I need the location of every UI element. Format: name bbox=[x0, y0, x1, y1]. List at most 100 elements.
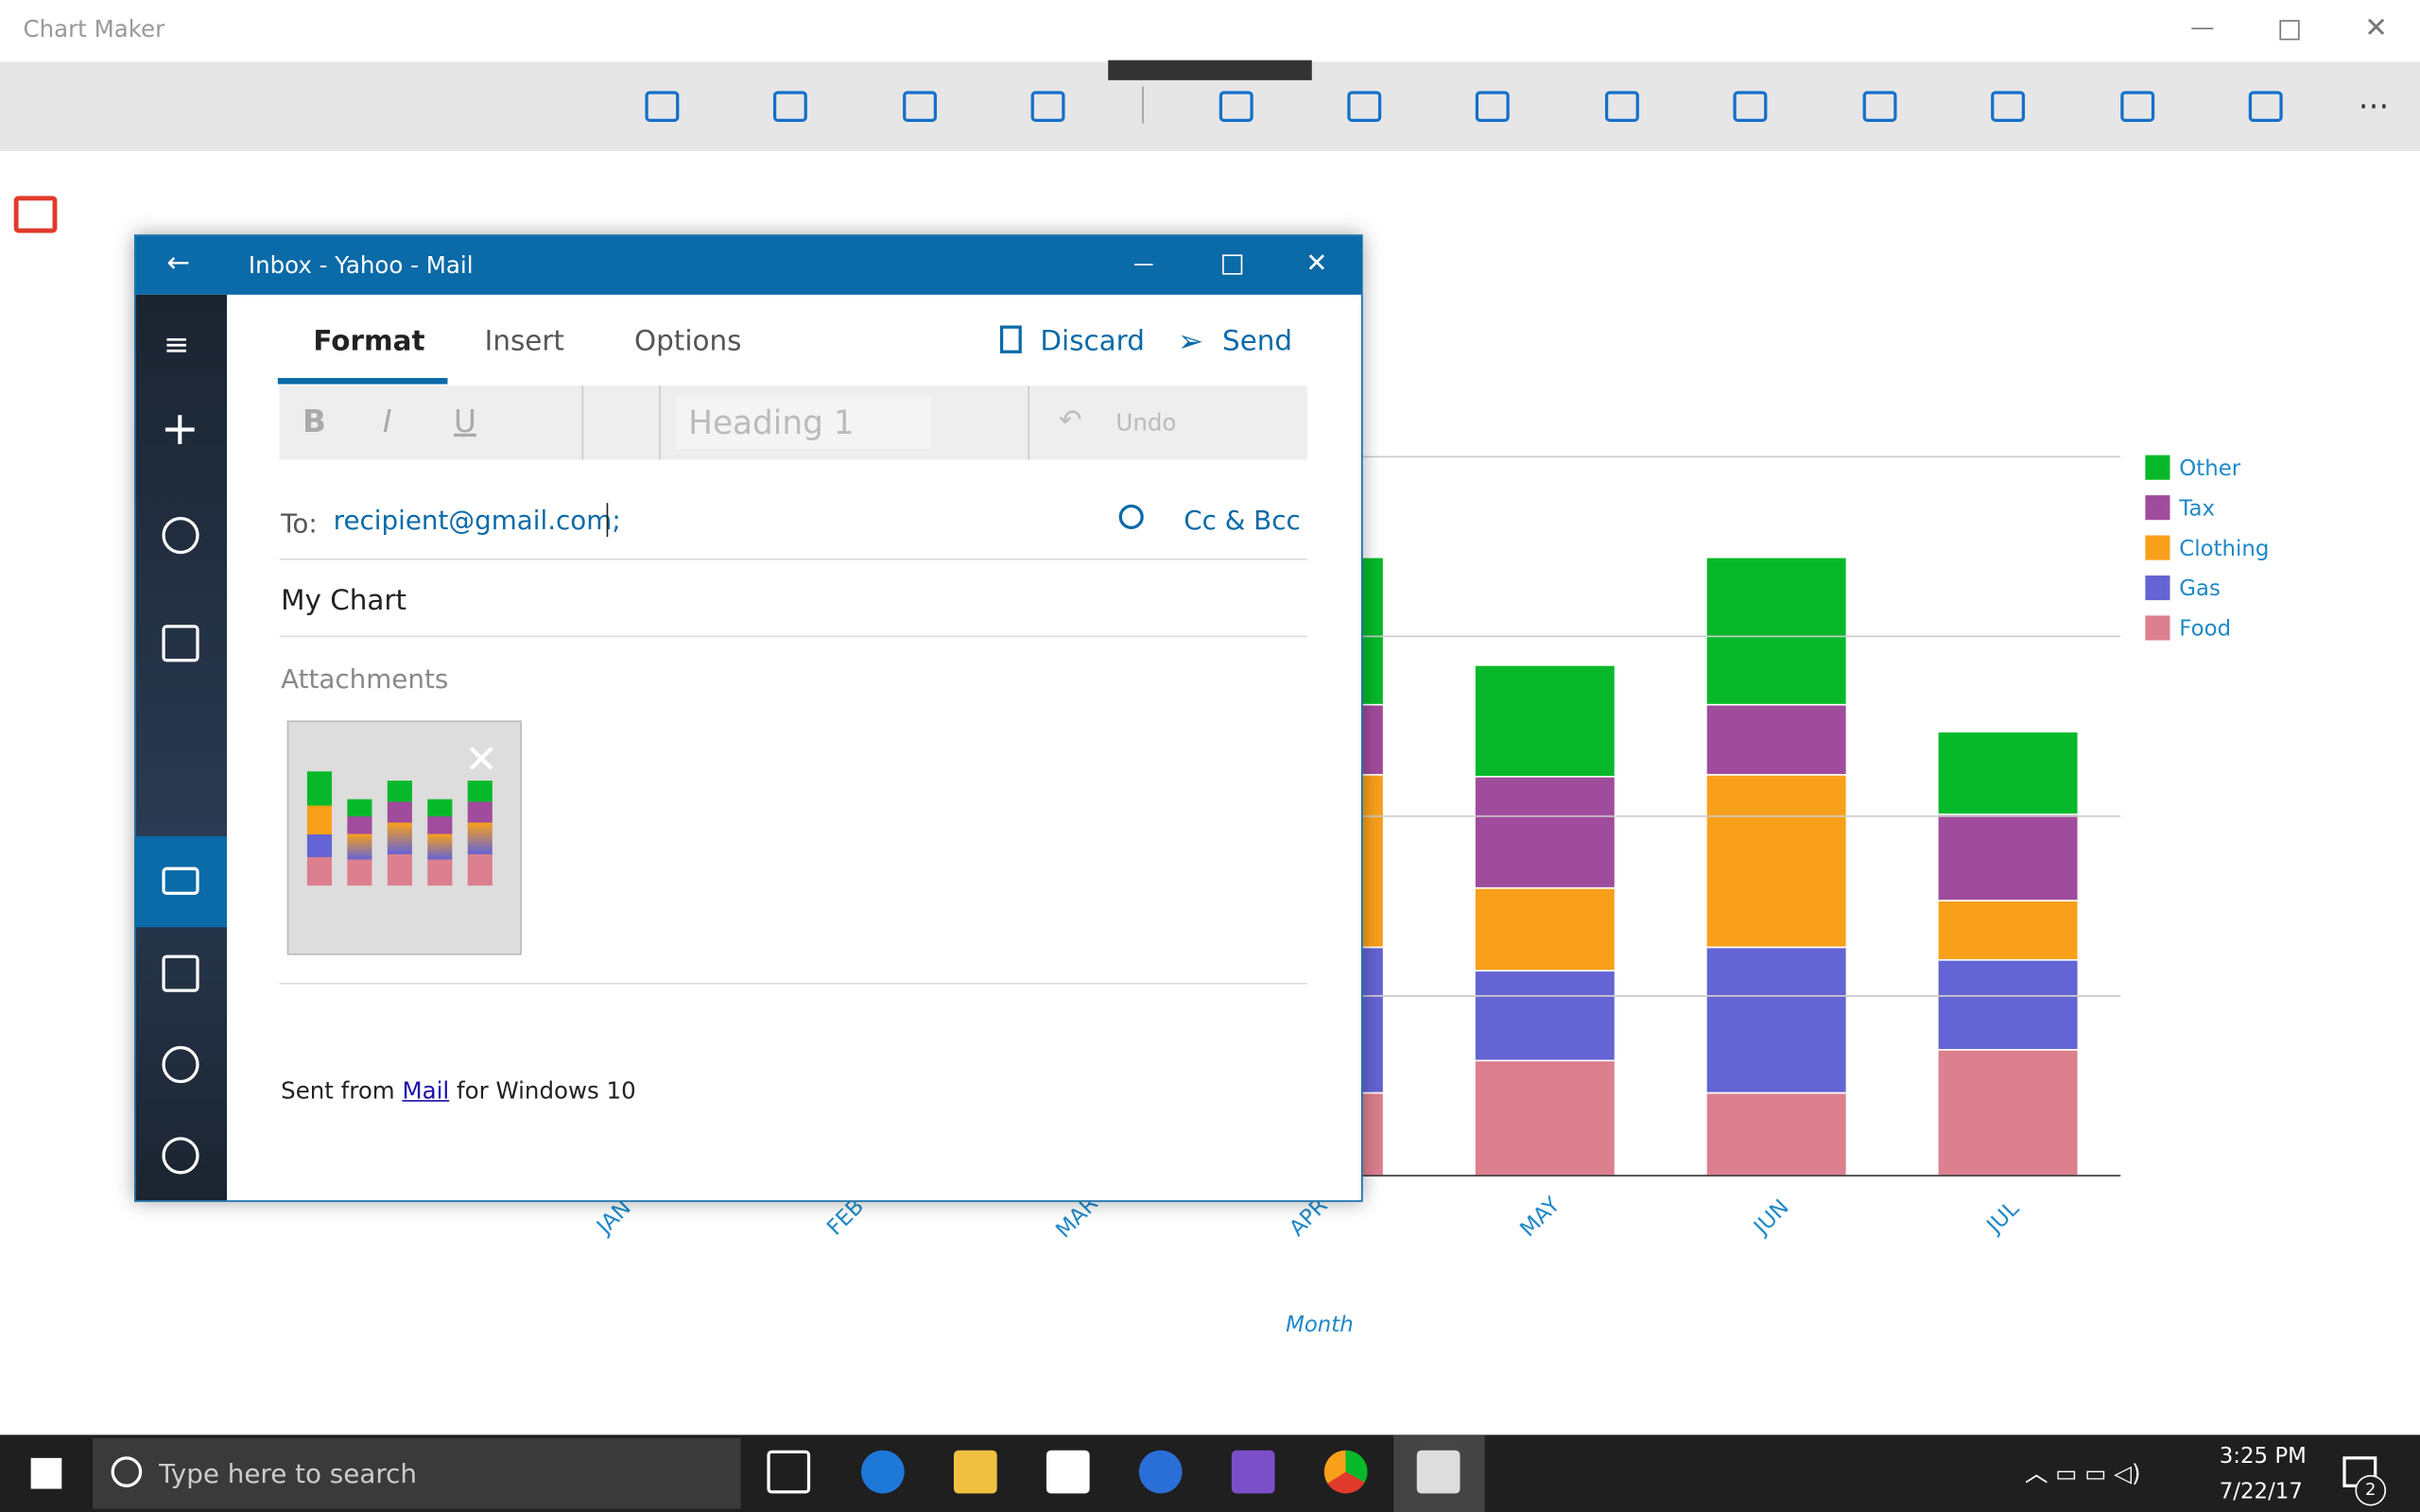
toolbar-button[interactable] bbox=[2120, 91, 2155, 122]
settings[interactable] bbox=[162, 1137, 199, 1175]
mail-titlebar bbox=[135, 235, 1361, 295]
bar-segment bbox=[1705, 1091, 1848, 1177]
new-mail[interactable]: + bbox=[160, 403, 199, 457]
people[interactable] bbox=[162, 1045, 199, 1084]
search-box[interactable] bbox=[92, 1437, 741, 1509]
x-tick-label: MAY bbox=[1515, 1193, 1564, 1242]
tab[interactable]: Format bbox=[313, 325, 425, 358]
x-tick-label: JUL bbox=[1981, 1196, 2025, 1240]
send[interactable]: Send bbox=[1222, 325, 1293, 358]
toolbar-button[interactable] bbox=[1030, 91, 1065, 122]
mail-maximize[interactable] bbox=[1222, 254, 1243, 275]
legend-swatch bbox=[2145, 495, 2170, 521]
clock-date: 7/22/17 bbox=[2219, 1479, 2303, 1504]
mail-minimize[interactable] bbox=[1133, 264, 1153, 266]
send-icon: ➢ bbox=[1177, 322, 1204, 360]
to-label: To: bbox=[281, 508, 318, 541]
bar-segment bbox=[1705, 556, 1848, 706]
chart-maker[interactable] bbox=[1323, 1450, 1368, 1494]
bar-segment bbox=[1474, 776, 1616, 889]
add-contact[interactable] bbox=[1118, 504, 1144, 529]
toolbar-button[interactable] bbox=[1219, 91, 1253, 122]
tray[interactable]: ︿ ▭ ▭ ◁) bbox=[2025, 1459, 2141, 1487]
menu[interactable]: ≡ bbox=[164, 325, 190, 363]
toolbar-button[interactable] bbox=[1604, 91, 1639, 122]
thumb-bar bbox=[347, 799, 372, 886]
tab[interactable]: Insert bbox=[484, 325, 564, 358]
legend-label[interactable]: Food bbox=[2179, 617, 2231, 642]
app[interactable] bbox=[1138, 1450, 1183, 1494]
toolbar-button[interactable] bbox=[1733, 91, 1768, 122]
more[interactable]: ⋯ bbox=[2358, 86, 2390, 124]
attachments-label: Attachments bbox=[281, 664, 449, 696]
separator bbox=[1142, 86, 1144, 124]
visual-studio[interactable] bbox=[1231, 1450, 1275, 1494]
subject[interactable]: My Chart bbox=[281, 584, 406, 618]
style-box[interactable] bbox=[676, 396, 931, 450]
back[interactable]: ← bbox=[166, 247, 190, 280]
remove-attachment[interactable]: ✕ bbox=[464, 737, 499, 784]
style[interactable]: Heading 1 bbox=[688, 404, 855, 441]
tab[interactable]: Options bbox=[634, 325, 742, 358]
mail-icon[interactable] bbox=[162, 867, 199, 895]
toolbar-button[interactable] bbox=[2248, 91, 2283, 122]
x-axis-title: Month bbox=[1286, 1313, 1354, 1337]
close[interactable]: ✕ bbox=[2364, 12, 2388, 45]
legend-label[interactable]: Clothing bbox=[2179, 537, 2269, 561]
bar-segment bbox=[1936, 813, 2080, 902]
undo[interactable]: Undo bbox=[1115, 408, 1177, 438]
signature-text: Sent from bbox=[281, 1076, 403, 1105]
toolbar-button[interactable] bbox=[1347, 91, 1382, 122]
separator bbox=[659, 386, 661, 460]
toolbar-button[interactable] bbox=[1475, 91, 1510, 122]
calendar[interactable] bbox=[162, 954, 199, 992]
bar-segment bbox=[1474, 970, 1616, 1062]
cc-bcc[interactable]: Cc & Bcc bbox=[1184, 506, 1301, 538]
legend-label[interactable]: Other bbox=[2179, 456, 2240, 481]
thumb-bar bbox=[427, 799, 453, 886]
toolbar-button[interactable] bbox=[772, 91, 807, 122]
bar-segment bbox=[1936, 1049, 2080, 1177]
mail-close[interactable]: ✕ bbox=[1305, 248, 1328, 280]
thumb-bar bbox=[306, 771, 333, 886]
legend-swatch bbox=[2145, 455, 2170, 480]
toolbar-button[interactable] bbox=[645, 91, 680, 122]
explorer[interactable] bbox=[953, 1450, 997, 1494]
to-recipient[interactable]: recipient@gmail.com; bbox=[333, 506, 621, 538]
preview-icon[interactable] bbox=[13, 196, 58, 233]
toolbar-button[interactable] bbox=[1991, 91, 2026, 122]
task-view[interactable] bbox=[767, 1450, 811, 1494]
toolbar-button[interactable] bbox=[903, 91, 938, 122]
drag-handle[interactable] bbox=[1108, 60, 1312, 80]
account[interactable] bbox=[162, 516, 199, 555]
discard[interactable]: Discard bbox=[1040, 325, 1145, 358]
minimize[interactable] bbox=[2191, 27, 2214, 30]
attachment-thumbnail[interactable]: ✕ bbox=[286, 720, 522, 955]
divider bbox=[279, 635, 1307, 638]
signature-link[interactable]: Mail bbox=[402, 1076, 450, 1105]
restore[interactable] bbox=[2279, 20, 2300, 41]
separator bbox=[1028, 386, 1029, 460]
start[interactable] bbox=[30, 1457, 62, 1489]
edge[interactable] bbox=[861, 1450, 905, 1494]
store[interactable] bbox=[1046, 1450, 1090, 1494]
bar-segment bbox=[1705, 703, 1848, 776]
toolbar-button[interactable] bbox=[1862, 91, 1897, 122]
folders[interactable] bbox=[162, 625, 199, 662]
mail-task[interactable] bbox=[1416, 1450, 1461, 1494]
mail-nav-selected bbox=[135, 835, 227, 928]
underline[interactable]: U bbox=[453, 403, 476, 440]
search-placeholder[interactable]: Type here to search bbox=[159, 1459, 417, 1491]
bar-segment bbox=[1474, 1059, 1616, 1177]
cortana[interactable] bbox=[111, 1456, 143, 1487]
italic[interactable]: I bbox=[382, 403, 392, 440]
bar-segment bbox=[1474, 886, 1616, 972]
x-tick-label: JAN bbox=[591, 1195, 635, 1240]
legend-label[interactable]: Gas bbox=[2179, 576, 2221, 601]
signature: Sent from Mail for Windows 10 bbox=[281, 1077, 636, 1105]
bold[interactable]: B bbox=[302, 403, 326, 440]
bar-segment bbox=[1936, 730, 2080, 816]
legend-label[interactable]: Tax bbox=[2178, 496, 2215, 521]
